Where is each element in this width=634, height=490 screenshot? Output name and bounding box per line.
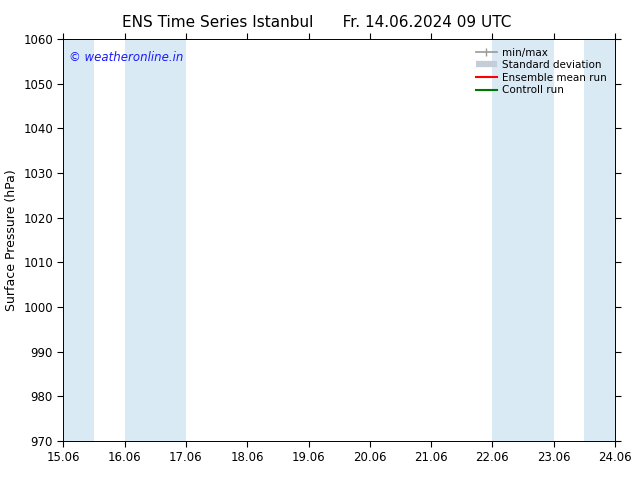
- Y-axis label: Surface Pressure (hPa): Surface Pressure (hPa): [4, 169, 18, 311]
- Bar: [63, 39, 94, 441]
- Bar: [125, 39, 186, 441]
- Legend: min/max, Standard deviation, Ensemble mean run, Controll run: min/max, Standard deviation, Ensemble me…: [473, 45, 610, 98]
- Text: ENS Time Series Istanbul      Fr. 14.06.2024 09 UTC: ENS Time Series Istanbul Fr. 14.06.2024 …: [122, 15, 512, 30]
- Bar: [585, 39, 615, 441]
- Text: © weatheronline.in: © weatheronline.in: [69, 51, 183, 64]
- Bar: [493, 39, 553, 441]
